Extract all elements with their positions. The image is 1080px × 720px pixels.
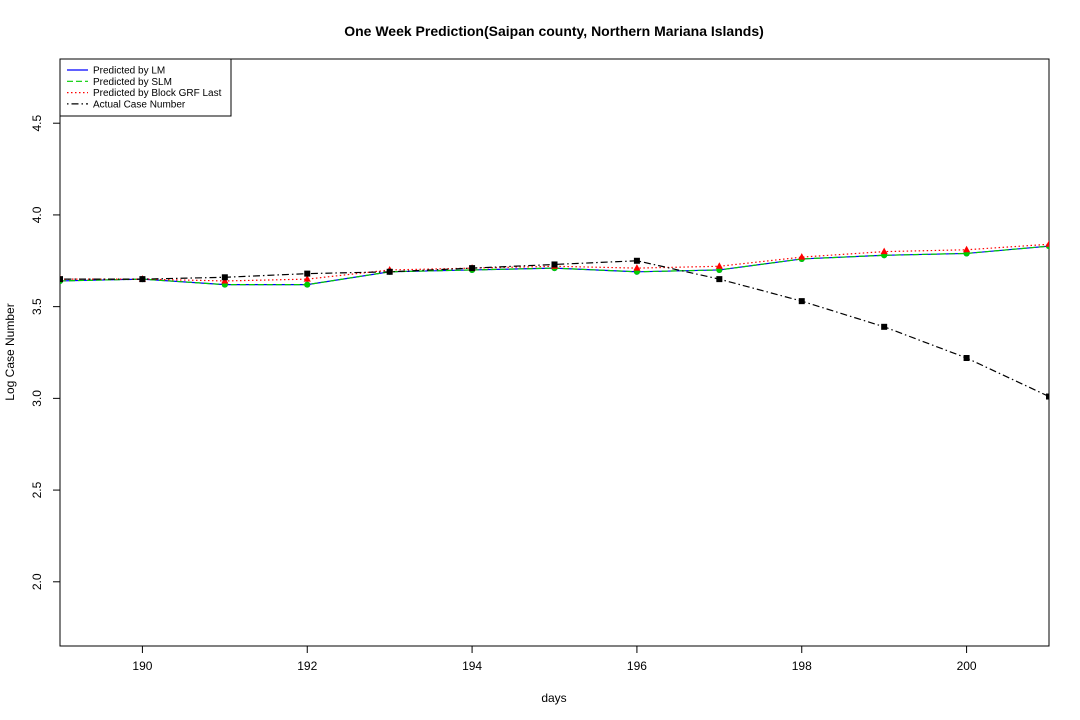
series-3-point — [798, 298, 805, 305]
series-2-point — [962, 245, 971, 253]
series-3-point — [716, 276, 723, 283]
series-3-point — [551, 261, 558, 268]
series-3-point — [221, 274, 228, 281]
x-tick-label: 194 — [462, 659, 482, 673]
y-axis-label: Log Case Number — [3, 303, 17, 400]
x-tick-label: 196 — [627, 659, 647, 673]
legend-label-1: Predicted by SLM — [93, 77, 172, 88]
series-3-point — [386, 268, 393, 275]
y-tick-label: 3.0 — [30, 390, 44, 407]
series-2-point — [715, 262, 723, 269]
series-3-point — [881, 323, 888, 330]
legend-label-2: Predicted by Block GRF Last — [93, 88, 222, 99]
series-2-point — [880, 247, 888, 255]
series-2-point — [1045, 240, 1049, 247]
series-2-point — [798, 253, 806, 260]
plot-frame — [59, 58, 1050, 647]
x-tick-label: 198 — [792, 659, 812, 673]
series-3-point — [469, 265, 476, 272]
y-tick-label: 4.0 — [30, 206, 44, 223]
series-3-point — [633, 257, 640, 264]
legend-box — [59, 58, 232, 117]
series-3-point — [60, 276, 63, 283]
y-tick-label: 2.0 — [30, 573, 44, 590]
series-3-point — [304, 270, 311, 277]
series-1-point — [304, 281, 311, 288]
x-tick-label: 190 — [132, 659, 152, 673]
plot-area: 190 192 194 196 198 200 2.0 2.5 3.0 3.5 4.0 4.5 — [30, 58, 1050, 673]
y-tick-label: 3.5 — [30, 298, 44, 315]
y-tick-label: 4.5 — [30, 115, 44, 132]
series-2-point — [633, 264, 641, 271]
series-3-point — [1046, 393, 1049, 400]
chart-title: One Week Prediction(Saipan county, North… — [344, 23, 764, 39]
legend-label-3: Actual Case Number — [93, 99, 186, 110]
series-2-point — [303, 275, 311, 282]
legend-label-0: Predicted by LM — [93, 66, 165, 77]
series-layer — [60, 240, 1049, 400]
series-3-point — [963, 355, 970, 362]
x-axis-label: days — [541, 691, 566, 705]
x-tick-label: 200 — [957, 659, 977, 673]
series-3-point — [139, 276, 146, 283]
x-tick-label: 192 — [297, 659, 317, 673]
y-tick-label: 2.5 — [30, 481, 44, 498]
